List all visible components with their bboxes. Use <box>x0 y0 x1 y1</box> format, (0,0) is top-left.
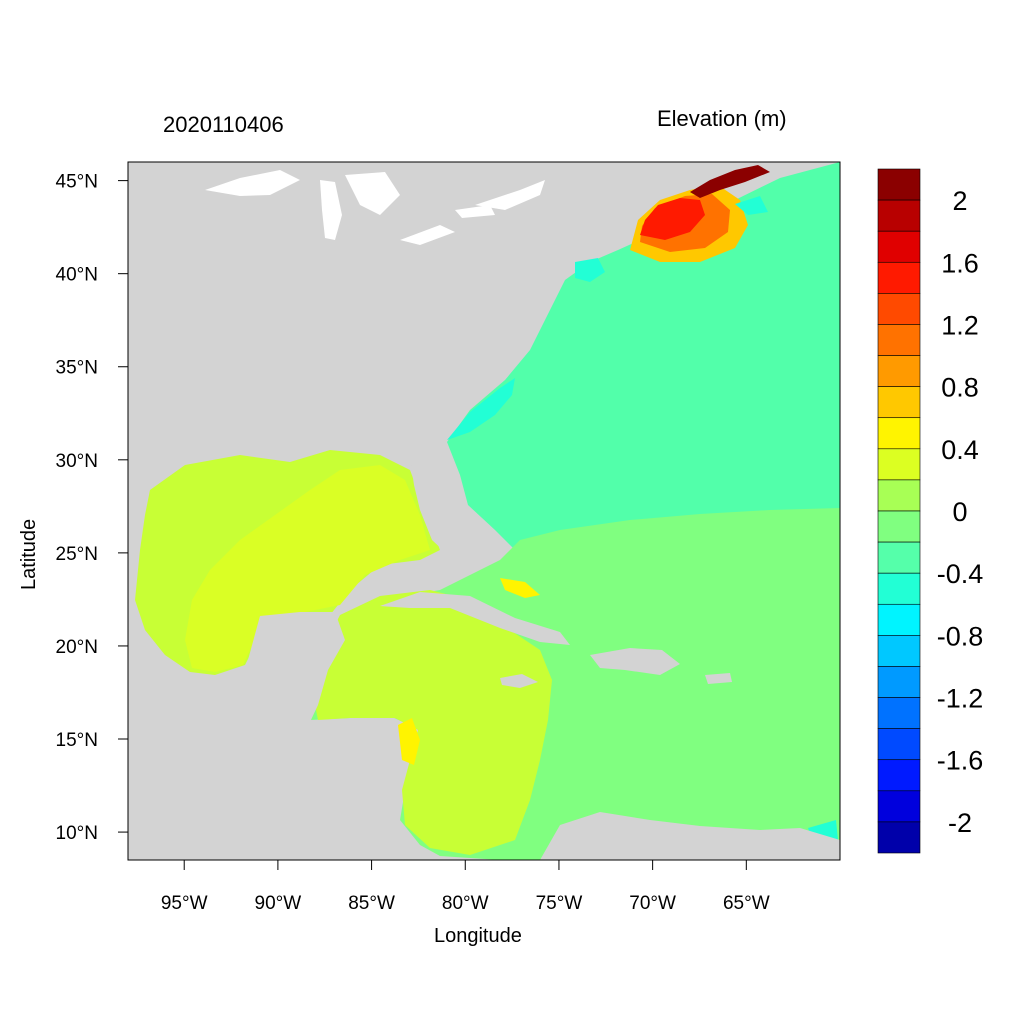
colorbar-swatch <box>877 635 921 667</box>
colorbar-label: -0.4 <box>937 559 984 589</box>
y-tick-label: 45°N <box>56 172 98 193</box>
colorbar-label: 0 <box>952 497 967 527</box>
puerto-rico <box>705 673 732 684</box>
coastal-negative-newyork <box>575 258 605 282</box>
colorbar-swatch <box>877 417 921 450</box>
colorbar-swatch <box>877 572 921 605</box>
colorbar-swatch <box>877 728 921 761</box>
jamaica <box>500 674 538 688</box>
x-axis: 95°W 90°W 85°W 80°W 75°W 70°W 65°W <box>161 860 770 914</box>
x-tick-label: 75°W <box>536 893 583 914</box>
colorbar-swatch <box>877 666 921 698</box>
x-tick-label: 80°W <box>442 893 489 914</box>
lake-erie <box>400 225 455 245</box>
y-axis-title: Latitude <box>18 518 40 590</box>
colorbar-label: -1.2 <box>937 684 984 714</box>
y-tick-label: 10°N <box>56 823 98 844</box>
colorbar-swatch <box>877 199 921 232</box>
colorbar-swatch <box>877 821 921 854</box>
colorbar-swatch <box>877 697 921 729</box>
colorbar-swatch <box>877 386 921 419</box>
colorbar-swatch <box>877 603 921 636</box>
y-tick-label: 35°N <box>56 358 98 379</box>
y-tick-label: 20°N <box>56 637 98 658</box>
yucatan-peninsula <box>248 612 345 722</box>
x-tick-label: 65°W <box>723 893 770 914</box>
colorbar-label: 1.6 <box>941 248 979 278</box>
surge-peak <box>690 165 770 198</box>
gulf-of-st-lawrence <box>475 180 545 210</box>
positive-patch-honduras <box>398 718 420 765</box>
map-plot <box>128 162 840 860</box>
lake-huron <box>345 172 400 215</box>
x-tick-label: 95°W <box>161 893 208 914</box>
colorbar-swatch <box>877 230 921 263</box>
colorbar-label: -0.8 <box>937 621 984 651</box>
coastal-negative-southeast <box>447 378 515 440</box>
colorbar-swatch <box>877 479 921 512</box>
hispaniola <box>590 648 680 675</box>
x-tick-label: 90°W <box>255 893 302 914</box>
colorbar-label: 1.2 <box>941 310 979 340</box>
colorbar-label: -2 <box>948 808 972 838</box>
colorbar-swatch <box>877 448 921 481</box>
colorbar-swatch <box>877 759 921 792</box>
y-tick-label: 30°N <box>56 451 98 472</box>
colorbar-swatch <box>877 355 921 387</box>
y-tick-label: 15°N <box>56 730 98 751</box>
colorbar-swatch <box>877 168 921 201</box>
colorbar-label: -1.6 <box>937 746 984 776</box>
cuba <box>380 592 570 645</box>
plot-frame <box>127 161 841 861</box>
south-america-coast <box>540 812 840 860</box>
lake-superior <box>205 170 300 196</box>
caribbean-inner <box>312 590 552 855</box>
y-tick-label: 40°N <box>56 265 98 286</box>
colorbar-swatch <box>877 541 921 574</box>
colorbar-swatch <box>877 790 921 823</box>
y-axis: 10°N 15°N 20°N 25°N 30°N 35°N 40°N 45°N <box>56 172 128 844</box>
lake-michigan <box>320 180 342 240</box>
positive-patch-bahamas <box>500 578 540 598</box>
colorbar-swatch <box>877 510 921 543</box>
x-tick-label: 85°W <box>348 893 395 914</box>
x-axis-title: Longitude <box>434 925 522 947</box>
gulf-of-mexico-inner <box>185 465 430 672</box>
lake-ontario <box>455 205 495 218</box>
colorbar-label: 0.8 <box>941 373 979 403</box>
florida-peninsula <box>410 455 462 555</box>
date-label: 2020110406 <box>163 112 284 137</box>
coastal-negative-capecod <box>735 196 768 215</box>
y-tick-label: 25°N <box>56 544 98 565</box>
colorbar: 2 1.6 1.2 0.8 0.4 0 -0.4 -0.8 -1.2 -1.6 -2 <box>877 168 984 854</box>
colorbar-swatch <box>877 261 921 294</box>
surge-high <box>640 198 705 240</box>
colorbar-swatch <box>877 293 921 325</box>
colorbar-label: 2 <box>952 186 967 216</box>
colorbar-label: 0.4 <box>941 435 979 465</box>
variable-label: Elevation (m) <box>657 106 787 131</box>
colorbar-swatch <box>877 324 921 356</box>
x-tick-label: 70°W <box>629 893 676 914</box>
